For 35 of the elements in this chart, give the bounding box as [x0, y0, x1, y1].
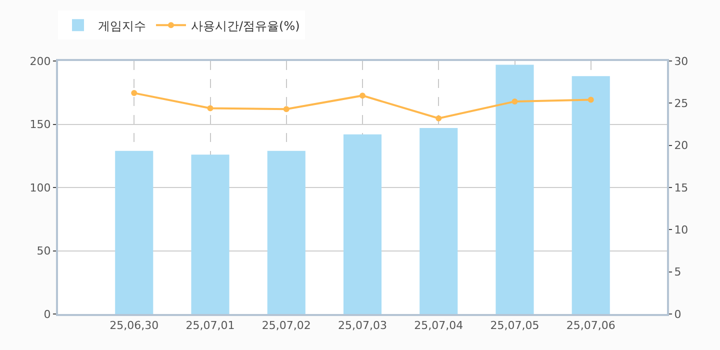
bar — [420, 128, 458, 314]
x-tick-label: 25,06,30 — [110, 319, 159, 332]
bar — [343, 134, 382, 314]
y2-tick-label: 20 — [674, 139, 688, 152]
point — [360, 92, 366, 99]
y2-tick-label: 25 — [674, 97, 688, 110]
y-tick-label: 0 — [44, 308, 51, 321]
legend-label: 게임지수 — [98, 18, 146, 33]
bar — [191, 154, 230, 314]
y2-tick-label: 0 — [674, 308, 682, 321]
y2-tick-label: 15 — [674, 181, 688, 194]
point — [588, 96, 594, 103]
bar — [267, 150, 306, 314]
x-tick-label: 25,07,05 — [490, 319, 540, 332]
y-tick-label: 50 — [36, 244, 51, 258]
y-tick-label: 150 — [30, 118, 51, 132]
y2-tick-label: 5 — [674, 266, 682, 279]
point — [512, 98, 518, 104]
y-tick-label: 200 — [30, 54, 51, 68]
y2-tick-label: 30 — [674, 54, 688, 68]
x-tick-label: 25,07,03 — [338, 319, 387, 332]
point — [283, 106, 290, 112]
point — [207, 105, 214, 112]
point — [436, 115, 442, 122]
bar — [496, 64, 534, 314]
y-tick-label: 100 — [30, 181, 51, 194]
point — [131, 90, 138, 96]
legend-label: 사용시간/점유율(%) — [191, 18, 300, 33]
y2-tick-label: 10 — [674, 224, 688, 237]
x-tick-label: 25,07,04 — [414, 319, 464, 332]
bar — [572, 76, 610, 314]
x-tick-label: 25,07,01 — [186, 319, 235, 332]
bar — [115, 150, 154, 314]
x-tick-label: 25,07,02 — [262, 319, 311, 332]
x-tick-label: 25,07,06 — [566, 319, 616, 332]
